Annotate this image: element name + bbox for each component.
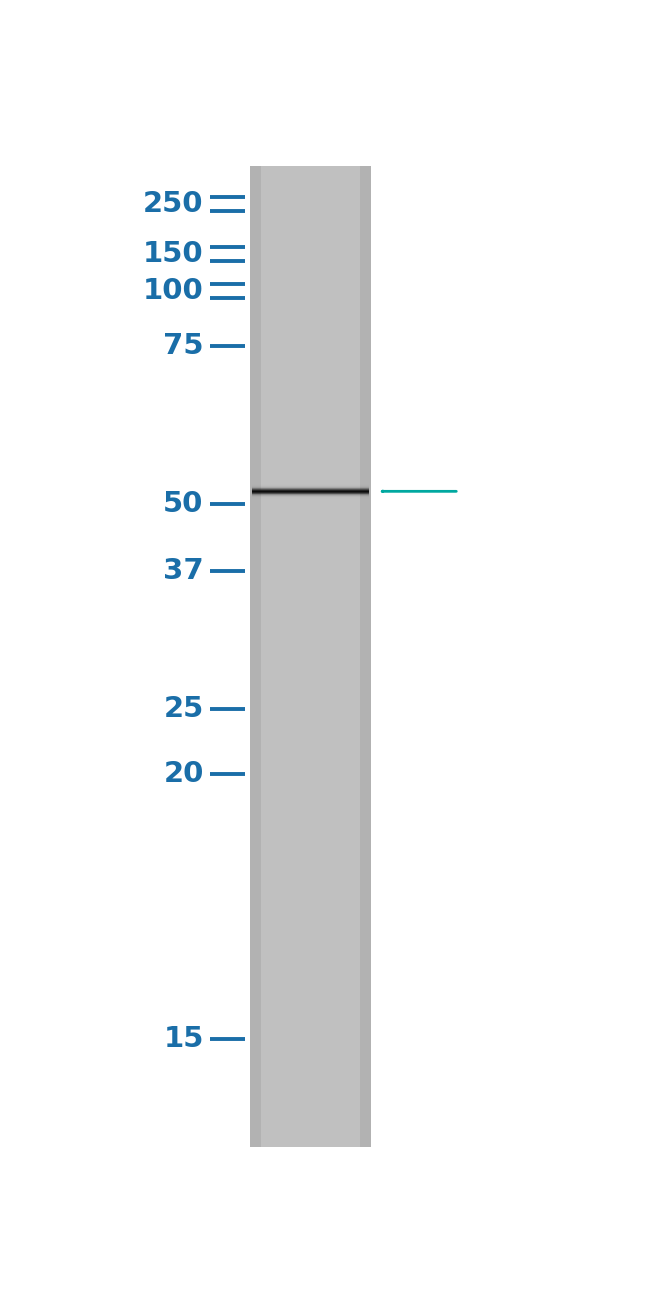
- Text: 25: 25: [163, 694, 203, 723]
- Text: 75: 75: [163, 333, 203, 360]
- Text: 15: 15: [163, 1024, 203, 1053]
- Bar: [250, 166, 261, 1147]
- Text: 250: 250: [143, 190, 203, 218]
- Text: 150: 150: [143, 240, 203, 268]
- Text: 37: 37: [163, 558, 203, 585]
- Bar: [360, 166, 371, 1147]
- Text: 50: 50: [163, 490, 203, 519]
- Text: 20: 20: [163, 759, 203, 788]
- Bar: [250, 166, 371, 1147]
- Text: 100: 100: [143, 277, 203, 305]
